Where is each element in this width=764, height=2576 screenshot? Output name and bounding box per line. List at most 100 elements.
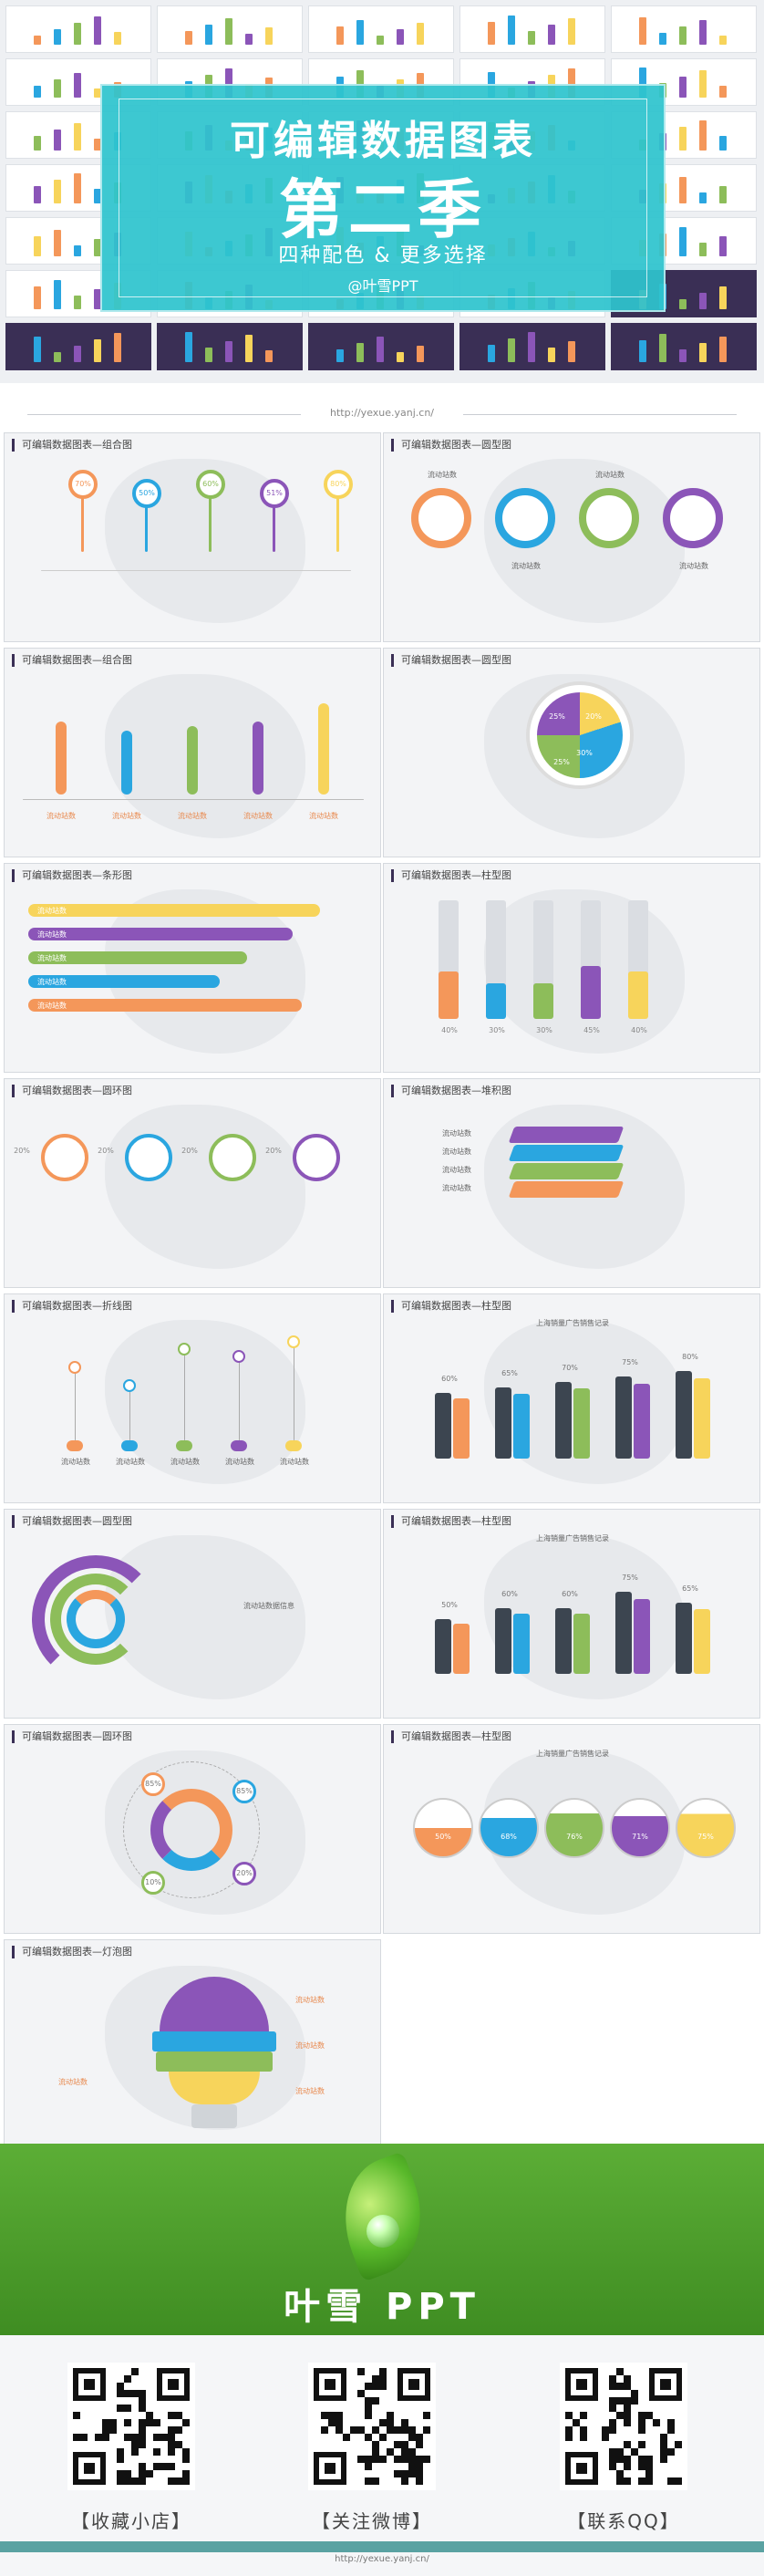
thumbnail-bar xyxy=(699,70,707,98)
column-color xyxy=(453,1398,470,1459)
qr-code-weibo[interactable] xyxy=(308,2363,436,2490)
qr-module xyxy=(616,2470,624,2477)
qr-module xyxy=(624,2441,631,2448)
qr-module xyxy=(394,2426,401,2434)
qr-module xyxy=(365,2477,372,2485)
chart-label: 45% xyxy=(583,1026,600,1034)
slide-title: 可编辑数据图表—条形图 xyxy=(12,869,132,882)
pin-stem xyxy=(209,497,212,552)
map-background xyxy=(105,1105,305,1269)
qr-module xyxy=(624,2405,631,2412)
mini-donut xyxy=(232,1780,256,1803)
qr-module xyxy=(660,2456,667,2463)
donut xyxy=(209,1134,256,1181)
thumbnail xyxy=(157,5,303,53)
hero-subtitle: 四种配色 & 更多选择 xyxy=(278,244,488,267)
qr-module xyxy=(609,2448,616,2456)
drop-line xyxy=(75,1367,76,1440)
qr-finder xyxy=(73,2368,106,2401)
qr-module xyxy=(631,2448,638,2456)
chart-label: 流动站数 xyxy=(37,954,67,962)
thumbnail xyxy=(459,323,605,370)
chart-label: 流动站数据信息 xyxy=(243,1602,294,1610)
chart-label: 流动站数 xyxy=(280,1458,309,1466)
chart-slide: 可编辑数据图表—条形图 流动站数 流动站数 流动站数 流动站数 流动站数 xyxy=(4,863,381,1073)
thumbnail-bar xyxy=(74,123,81,151)
thumbnail-bar xyxy=(34,136,41,151)
qr-module xyxy=(565,2412,573,2419)
qr-module xyxy=(153,2448,160,2456)
qr-module xyxy=(602,2434,609,2441)
qr-module xyxy=(182,2456,190,2463)
thumbnail xyxy=(157,323,303,370)
qr-module xyxy=(372,2383,379,2390)
qr-finder xyxy=(157,2368,190,2401)
qr-module xyxy=(365,2397,372,2405)
chart-slide: 可编辑数据图表—圆型图 20% 30% 25% 25% xyxy=(383,648,760,857)
slide-title: 可编辑数据图表—折线图 xyxy=(12,1300,132,1313)
thumbnail-bar xyxy=(114,32,121,45)
qr-module xyxy=(175,2477,182,2485)
qr-code-shop[interactable] xyxy=(67,2363,195,2490)
qr-module xyxy=(401,2419,408,2426)
chart-label: 60% xyxy=(441,1375,458,1383)
qr-module xyxy=(182,2477,190,2485)
qr-module xyxy=(408,2434,416,2441)
thumbnail-bar xyxy=(74,245,81,256)
qr-module xyxy=(616,2397,624,2405)
qr-module xyxy=(365,2412,372,2419)
thumbnail-bar xyxy=(417,23,424,45)
chart-label: 流动站数 xyxy=(595,471,625,479)
chart-label: 30% xyxy=(536,1026,552,1034)
bowl xyxy=(479,1798,539,1858)
qr-module xyxy=(638,2477,645,2485)
chart-label: 80% xyxy=(682,1353,698,1361)
qr-module xyxy=(357,2456,365,2463)
pin-stem xyxy=(273,506,275,552)
column-dark xyxy=(676,1371,692,1459)
chart-label: 流动站数 xyxy=(37,907,67,915)
chart-label: 50% xyxy=(441,1601,458,1609)
thumbnail-bar xyxy=(185,31,192,45)
hero-title: 可编辑数据图表 xyxy=(230,118,536,164)
thumbnail-bar xyxy=(185,332,192,362)
thumbnail-bar xyxy=(114,333,121,362)
hero-url[interactable]: http://yexue.yanj.cn/ xyxy=(329,407,435,419)
chart-label: 65% xyxy=(501,1369,518,1377)
qr-module xyxy=(423,2426,430,2434)
qr-module xyxy=(365,2405,372,2412)
qr-module xyxy=(408,2456,416,2463)
qr-module xyxy=(394,2456,401,2463)
qr-module xyxy=(624,2375,631,2383)
column-fill xyxy=(628,971,648,1019)
qr-module xyxy=(379,2368,387,2375)
thumbnail-bar xyxy=(225,68,232,98)
h-bar xyxy=(28,975,220,988)
base-dot xyxy=(176,1440,192,1451)
bulb-mid2 xyxy=(156,2051,273,2072)
qr-module xyxy=(580,2426,587,2434)
chart-slide: 可编辑数据图表—圆环图 85% 85% 10% 20% xyxy=(4,1724,381,1934)
thumbnail xyxy=(308,5,454,53)
qr-module xyxy=(168,2441,175,2448)
qr-module xyxy=(139,2405,146,2412)
thumbnail-bar xyxy=(34,337,41,362)
qr-module xyxy=(401,2441,408,2448)
line-point xyxy=(123,1379,136,1392)
qr-module xyxy=(131,2441,139,2448)
qr-module xyxy=(631,2397,638,2405)
slide-title: 可编辑数据图表—圆环图 xyxy=(12,1730,132,1743)
qr-module xyxy=(609,2397,616,2405)
qr-code-qq[interactable] xyxy=(560,2363,687,2490)
qr-module xyxy=(109,2426,117,2434)
qr-module xyxy=(365,2463,372,2470)
map-background xyxy=(105,1320,305,1484)
qr-module xyxy=(660,2441,667,2448)
thumbnail-bar xyxy=(659,33,666,45)
footer-url[interactable]: http://yexue.yanj.cn/ xyxy=(335,2554,429,2564)
qr-module xyxy=(131,2434,139,2441)
chart-label: 10% xyxy=(145,1878,161,1886)
qr-module xyxy=(624,2456,631,2463)
tube xyxy=(56,722,67,795)
qr-section: 【收藏小店】 【关注微博】 【联系QQ】 xyxy=(0,2335,764,2576)
